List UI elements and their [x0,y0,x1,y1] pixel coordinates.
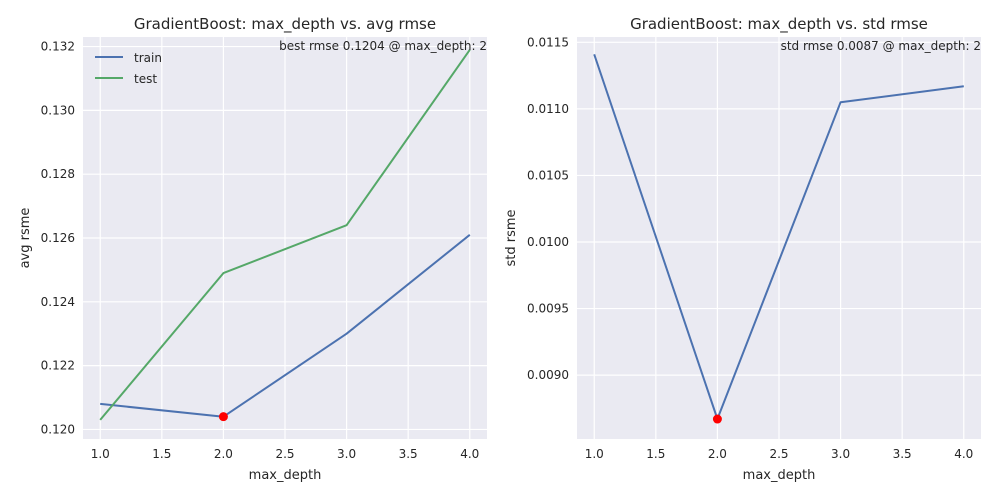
y-tick-labels: 0.120 0.122 0.124 0.126 0.128 0.130 0.132 [41,40,75,437]
x-tick-label: 3.5 [399,447,418,461]
highlight-marks [218,412,228,422]
y-tick-label: 0.126 [41,231,75,245]
legend-label-test: test [134,72,157,86]
x-tick-label: 1.0 [91,447,110,461]
legend-label-train: train [134,51,162,65]
best-annotation: best rmse 0.1204 @ max_depth: 2 [279,39,487,53]
series-line-test [99,49,471,421]
series-line-std [593,53,964,420]
x-tick-label: 1.5 [646,447,665,461]
x-tick-label: 2.0 [214,447,233,461]
y-tick-label: 0.0105 [527,168,569,182]
chart-std-rmse: 1.0 1.5 2.0 2.5 3.0 3.5 4.0 0.0090 0.0095 0.0100… [504,15,981,483]
best-annotation: std rmse 0.0087 @ max_depth: 2 [781,39,981,53]
y-tick-labels: 0.0090 0.0095 0.0100 0.0105 0.0110 0.0115 [527,35,569,382]
grid-lines [83,37,487,439]
y-tick-label: 0.128 [41,167,75,181]
series-lines [99,49,471,421]
x-axis-label: max_depth [743,468,816,483]
y-tick-label: 0.132 [41,40,75,54]
x-tick-label: 1.5 [152,447,171,461]
x-tick-label: 2.5 [275,447,294,461]
x-tick-label: 4.0 [954,447,973,461]
y-tick-label: 0.124 [41,295,75,309]
y-tick-label: 0.0115 [527,35,569,49]
y-tick-label: 0.0095 [527,302,569,316]
x-tick-label: 3.5 [893,447,912,461]
y-axis-label: std rsme [504,209,519,266]
chart-avg-rmse: 1.0 1.5 2.0 2.5 3.0 3.5 4.0 0.1200.1220.1240.1… [18,15,487,483]
legend: train test [95,51,162,86]
chart-title: GradientBoost: max_depth vs. std rmse [630,15,928,34]
y-tick-label: 0.130 [41,103,75,117]
x-tick-label: 2.5 [769,447,788,461]
x-tick-label: 4.0 [460,447,479,461]
x-tick-label: 2.0 [708,447,727,461]
series-lines [593,53,964,420]
highlight-marks [712,414,722,424]
x-axis-label: max_depth [249,468,322,483]
x-tick-labels: 1.0 1.5 2.0 2.5 3.0 3.5 4.0 [91,447,480,461]
best-point-marker [218,412,228,422]
y-axis-label: avg rsme [18,208,33,269]
y-tick-label: 0.0100 [527,235,569,249]
y-tick-label: 0.120 [41,422,75,436]
x-tick-label: 3.0 [831,447,850,461]
x-tick-label: 1.0 [585,447,604,461]
x-tick-label: 3.0 [337,447,356,461]
y-tick-label: 0.122 [41,359,75,373]
y-tick-label: 0.0090 [527,368,569,382]
series-line-train [100,234,471,418]
y-tick-label: 0.0110 [527,102,569,116]
best-point-marker [712,414,722,424]
x-tick-labels: 1.0 1.5 2.0 2.5 3.0 3.5 4.0 [585,447,974,461]
chart-title: GradientBoost: max_depth vs. avg rmse [134,15,436,34]
